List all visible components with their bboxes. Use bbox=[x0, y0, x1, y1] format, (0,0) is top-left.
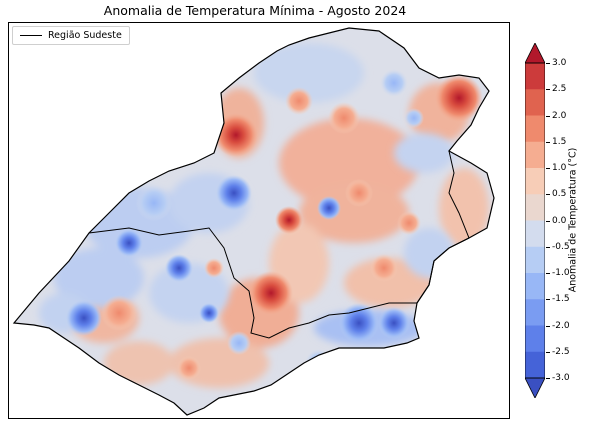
colorbar-segment bbox=[525, 325, 545, 353]
temperature-anomaly-map bbox=[12, 27, 495, 416]
colorbar-segment bbox=[525, 89, 545, 116]
legend-label: Região Sudeste bbox=[48, 30, 122, 41]
colorbar-max-arrow bbox=[525, 43, 545, 64]
colorbar-tick-label: 2.0 bbox=[545, 110, 567, 121]
colorbar-tick-label: -2.5 bbox=[546, 346, 570, 357]
colorbar-tick-label: 1.0 bbox=[545, 163, 567, 173]
colorbar-segment bbox=[525, 220, 545, 248]
colorbar-segment bbox=[525, 168, 545, 195]
colorbar-segment bbox=[525, 273, 545, 300]
state-border-es-mg bbox=[448, 150, 470, 239]
colorbar-tick-label: -1.0 bbox=[546, 268, 570, 278]
colorbar-min-arrow bbox=[525, 377, 545, 398]
colorbar-segment bbox=[525, 194, 545, 221]
colorbar-frame bbox=[525, 62, 545, 379]
map-area bbox=[8, 22, 510, 419]
colorbar-segment bbox=[525, 141, 545, 169]
colorbar-label: Anomalia de Temperatura (°C) bbox=[567, 147, 579, 293]
colorbar-tick-label: 3.0 bbox=[545, 58, 567, 68]
colorbar-tick-label: -2.0 bbox=[546, 320, 570, 331]
colorbar-tick-label: 0.5 bbox=[545, 189, 567, 200]
state-border-sp-mg bbox=[88, 227, 417, 339]
colorbar-tick-label: -3.0 bbox=[546, 373, 570, 383]
colorbar bbox=[525, 43, 545, 398]
region-outline bbox=[12, 27, 495, 416]
colorbar-tick-label: 0.0 bbox=[545, 215, 567, 226]
state-border-rj-mg bbox=[416, 237, 470, 304]
colorbar-segment bbox=[525, 246, 545, 274]
colorbar-tick-label: 2.5 bbox=[545, 84, 567, 95]
colorbar-segment bbox=[525, 63, 545, 90]
colorbar-tick-label: -1.5 bbox=[546, 294, 570, 305]
anomaly-field bbox=[14, 28, 494, 415]
colorbar-tick-label: 1.5 bbox=[545, 136, 567, 147]
colorbar-segment bbox=[525, 351, 545, 379]
colorbar-tick-label: -0.5 bbox=[546, 241, 570, 252]
map-title: Anomalia de Temperatura Mínima - Agosto … bbox=[103, 3, 407, 18]
map-legend: Região Sudeste bbox=[12, 26, 130, 45]
colorbar-segment bbox=[525, 115, 545, 143]
legend-line-swatch bbox=[20, 35, 42, 36]
colorbar-segment bbox=[525, 299, 545, 326]
